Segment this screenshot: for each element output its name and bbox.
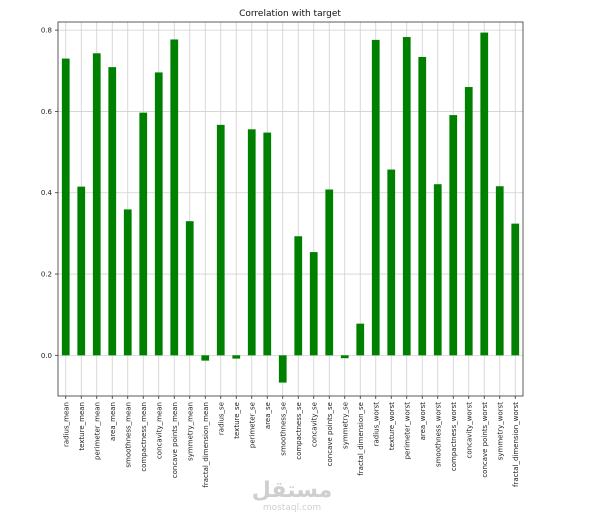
bar-perimeter_worst — [402, 37, 411, 356]
bar-texture_se — [232, 355, 241, 359]
bar-concave-points_se — [325, 189, 334, 356]
bar-concavity_worst — [464, 87, 473, 356]
x-tick-label: concavity_worst — [465, 402, 473, 459]
bar-symmetry_mean — [185, 221, 194, 356]
watermark: مستقل mostaql.com — [252, 478, 332, 513]
x-tick-label: perimeter_worst — [403, 402, 411, 460]
y-tick-label: 0.6 — [41, 108, 53, 116]
x-tick-label: compactness_se — [295, 402, 303, 460]
x-tick-label: concavity_se — [310, 402, 318, 447]
x-tick-label: fractal_dimension_worst — [512, 402, 520, 487]
bar-perimeter_mean — [92, 53, 101, 356]
bar-texture_worst — [387, 169, 396, 356]
x-tick-label: symmetry_mean — [186, 402, 194, 461]
watermark-url: mostaql.com — [263, 503, 321, 513]
bar-concavity_se — [309, 252, 318, 356]
chart-title: Correlation with target — [239, 9, 341, 19]
bar-radius_se — [216, 124, 225, 356]
x-tick-label: smoothness_mean — [124, 402, 132, 468]
y-axis-ticks: 0.0 0.2 0.4 0.6 0.8 — [41, 27, 58, 360]
bar-texture_mean — [77, 186, 86, 356]
bar-smoothness_se — [278, 355, 287, 383]
bar-perimeter_se — [247, 129, 256, 356]
bar-fractal_dimension_se — [356, 323, 365, 356]
x-tick-label: smoothness_worst — [434, 402, 442, 467]
bar-area_worst — [418, 56, 427, 356]
x-tick-label: area_se — [264, 402, 272, 429]
bar-concave-points_mean — [170, 39, 179, 356]
x-tick-label: smoothness_se — [279, 402, 287, 456]
x-tick-label: symmetry_worst — [496, 402, 504, 461]
bar-compactness_se — [294, 236, 303, 356]
x-tick-label: texture_worst — [388, 402, 396, 450]
bar-symmetry_worst — [495, 186, 504, 356]
x-axis-ticks: radius_mean texture_mean perimeter_mean are… — [62, 396, 520, 488]
x-tick-label: perimeter_mean — [93, 402, 101, 460]
x-tick-label: radius_mean — [62, 402, 70, 447]
bar-compactness_worst — [449, 115, 458, 356]
y-tick-label: 0.0 — [41, 352, 52, 360]
y-tick-label: 0.8 — [41, 27, 52, 35]
x-tick-label: area_worst — [419, 402, 427, 441]
x-tick-label: concave points_mean — [171, 402, 179, 478]
plot-frame — [57, 21, 524, 397]
y-tick-label: 0.4 — [41, 189, 53, 197]
x-tick-label: texture_mean — [78, 402, 86, 451]
bar-fractal_dimension_mean — [201, 355, 210, 361]
bar-smoothness_mean — [123, 209, 132, 356]
bar-concave-points_worst — [480, 32, 489, 356]
bar-fractal_dimension_worst — [511, 223, 520, 356]
bar-smoothness_worst — [433, 184, 442, 356]
x-tick-label: texture_se — [233, 402, 241, 439]
x-tick-label: radius_worst — [372, 402, 380, 447]
bar-symmetry_se — [340, 355, 349, 359]
bar-compactness_mean — [139, 112, 148, 356]
x-tick-label: compactness_mean — [140, 402, 148, 472]
bar-area_mean — [108, 67, 117, 356]
bar-radius_mean — [61, 58, 70, 356]
bar-area_se — [263, 132, 272, 356]
x-tick-label: concavity_mean — [155, 402, 163, 459]
x-tick-label: fractal_dimension_mean — [202, 402, 210, 488]
bar-concavity_mean — [154, 72, 163, 356]
x-tick-label: perimeter_se — [248, 402, 256, 448]
bars — [61, 32, 520, 383]
bar-radius_worst — [371, 39, 380, 356]
x-tick-label: concave points_worst — [481, 402, 489, 478]
watermark-logo: مستقل — [252, 478, 332, 503]
y-tick-label: 0.2 — [41, 271, 52, 279]
x-tick-label: compactness_worst — [450, 402, 458, 471]
x-tick-label: fractal_dimension_se — [357, 402, 365, 476]
x-tick-label: radius_se — [217, 402, 225, 435]
x-tick-label: concave points_se — [326, 402, 334, 466]
x-tick-label: area_mean — [109, 402, 117, 441]
x-tick-label: symmetry_se — [341, 402, 349, 449]
